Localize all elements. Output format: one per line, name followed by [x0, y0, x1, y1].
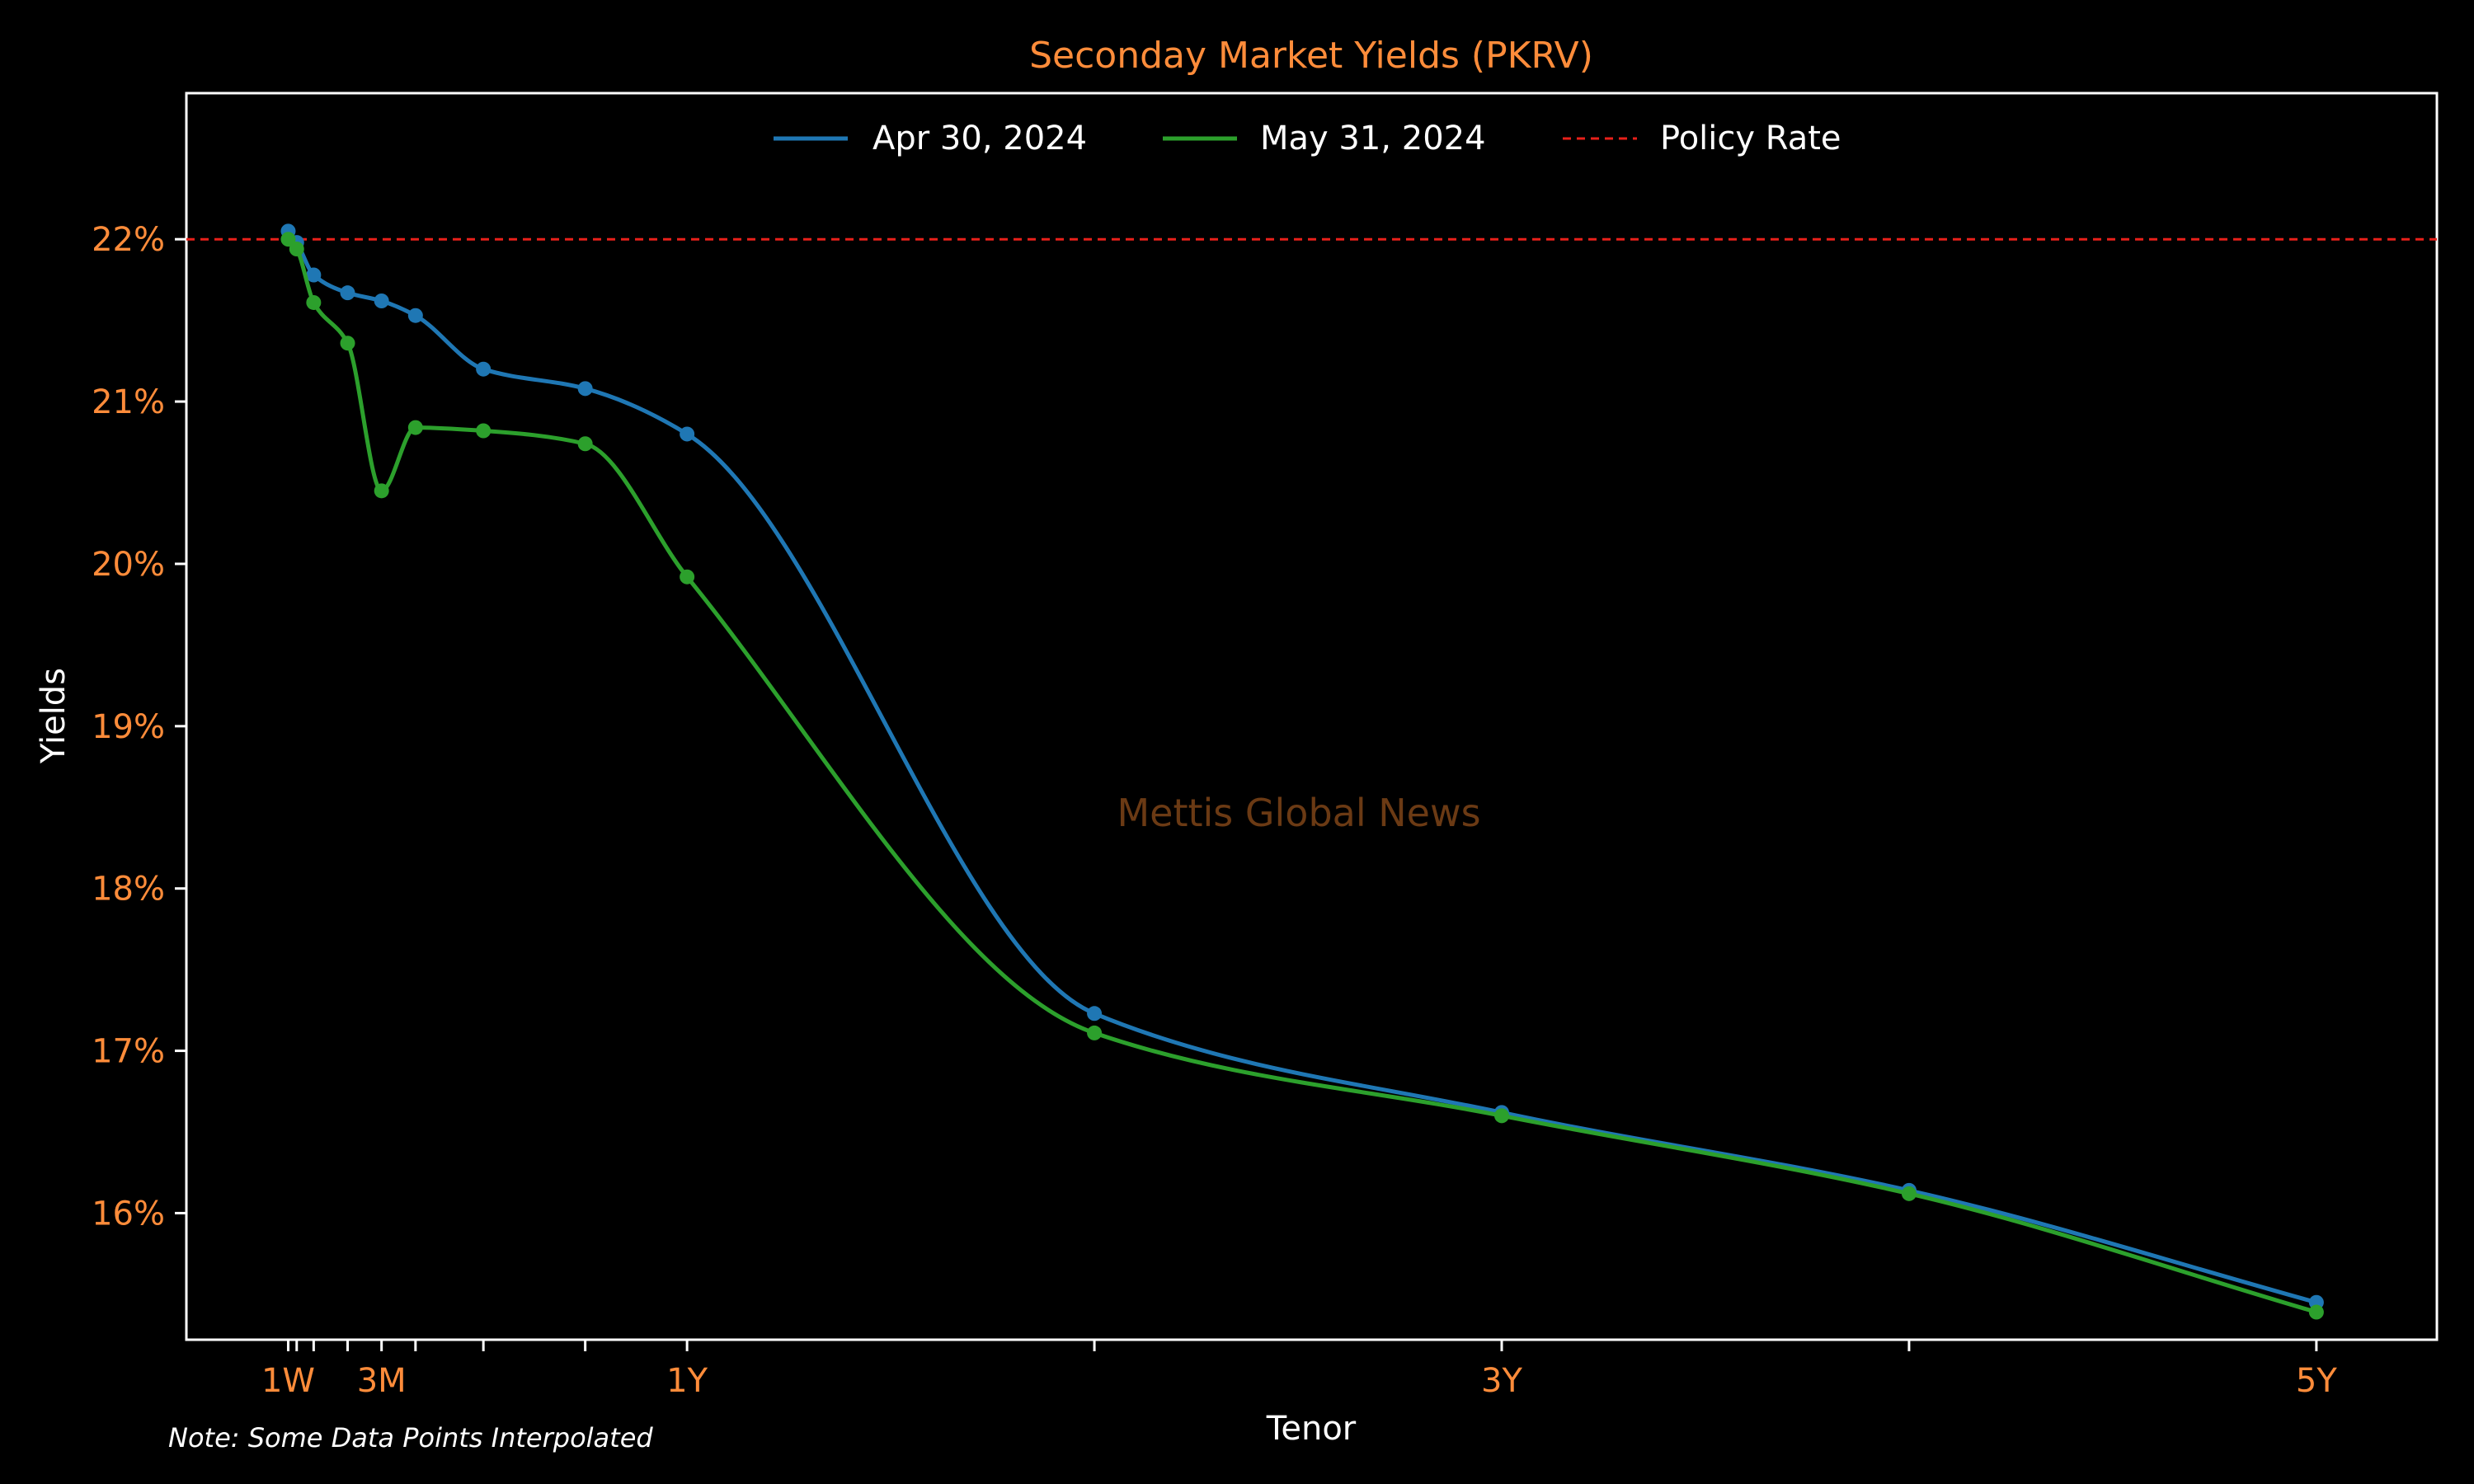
y-tick-label: 22%: [92, 221, 165, 259]
data-point-may: [1901, 1186, 1917, 1201]
y-tick-label: 18%: [92, 871, 165, 909]
y-tick-label: 20%: [92, 546, 165, 584]
data-point-apr: [577, 381, 593, 397]
data-point-may: [374, 483, 389, 499]
x-tick-label: 5Y: [2296, 1362, 2337, 1400]
axes-layer: 16% 17% 18% 19% 20% 21% 22% 1W 3M 1Y 3Y 5Y: [92, 92, 2439, 1400]
x-tick-label: 1Y: [666, 1362, 708, 1400]
data-point-apr: [407, 308, 423, 323]
data-point-apr: [476, 361, 492, 377]
data-point-may: [577, 436, 593, 452]
watermark-text: Mettis Global News: [1117, 791, 1480, 835]
data-point-may: [476, 423, 492, 439]
x-tick-label: 3M: [357, 1362, 407, 1400]
legend-label-may: May 31, 2024: [1260, 120, 1486, 157]
y-tick-label: 17%: [92, 1033, 165, 1071]
data-point-apr: [1087, 1006, 1103, 1021]
legend-label-policy-rate: Policy Rate: [1660, 120, 1841, 157]
y-tick-label: 16%: [92, 1195, 165, 1233]
data-point-may: [1087, 1025, 1103, 1040]
footnote-text: Note: Some Data Points Interpolated: [168, 1422, 653, 1453]
y-tick-label: 19%: [92, 708, 165, 746]
data-point-may: [280, 232, 296, 247]
legend-label-apr: Apr 30, 2024: [872, 120, 1087, 157]
data-point-may: [340, 336, 355, 351]
data-point-may: [680, 569, 695, 585]
data-point-may: [1494, 1108, 1510, 1124]
x-axis-label: Tenor: [1266, 1410, 1357, 1448]
data-point-may: [289, 242, 304, 256]
legend: Apr 30, 2024 May 31, 2024 Policy Rate: [774, 120, 1841, 157]
data-point-may: [306, 294, 322, 310]
plot-frame: [185, 92, 2439, 1341]
x-tick-label: 3Y: [1481, 1362, 1522, 1400]
series-line-apr: [285, 228, 2319, 1305]
series-layer: [280, 223, 2324, 1320]
data-point-apr: [340, 285, 355, 301]
chart-title: Seconday Market Yields (PKRV): [1029, 35, 1593, 77]
y-axis-label: Yields: [35, 668, 73, 764]
data-point-apr: [680, 426, 695, 442]
x-tick-label: 1W: [261, 1362, 315, 1400]
data-point-apr: [374, 294, 389, 308]
y-tick-label: 21%: [92, 383, 165, 421]
data-point-apr: [306, 267, 322, 283]
data-point-may: [407, 420, 423, 435]
data-point-may: [2308, 1304, 2324, 1320]
